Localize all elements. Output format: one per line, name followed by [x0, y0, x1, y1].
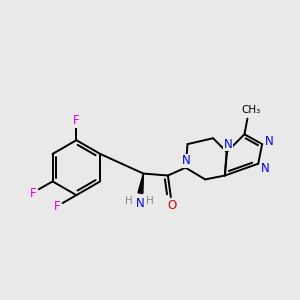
Text: N: N [182, 154, 191, 167]
Text: N: N [224, 138, 232, 151]
Polygon shape [138, 174, 143, 194]
Text: H: H [146, 196, 154, 206]
Text: F: F [53, 200, 60, 213]
Text: F: F [30, 187, 36, 200]
Text: F: F [73, 114, 80, 127]
Text: CH₃: CH₃ [242, 105, 261, 115]
Text: H: H [125, 196, 133, 206]
Text: N: N [136, 196, 145, 209]
Text: N: N [261, 162, 269, 175]
Text: O: O [167, 200, 176, 212]
Text: N: N [265, 135, 273, 148]
